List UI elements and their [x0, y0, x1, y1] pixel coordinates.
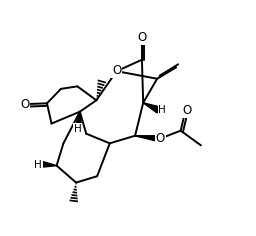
- Text: H: H: [158, 105, 166, 115]
- Text: H: H: [35, 160, 42, 170]
- Text: O: O: [112, 64, 121, 77]
- Text: O: O: [182, 104, 192, 117]
- Polygon shape: [42, 162, 57, 167]
- Text: H: H: [74, 124, 82, 134]
- Polygon shape: [143, 103, 160, 113]
- Text: O: O: [20, 97, 29, 111]
- Text: O: O: [156, 132, 165, 145]
- Text: O: O: [137, 31, 146, 44]
- Polygon shape: [135, 136, 160, 142]
- Polygon shape: [76, 112, 81, 125]
